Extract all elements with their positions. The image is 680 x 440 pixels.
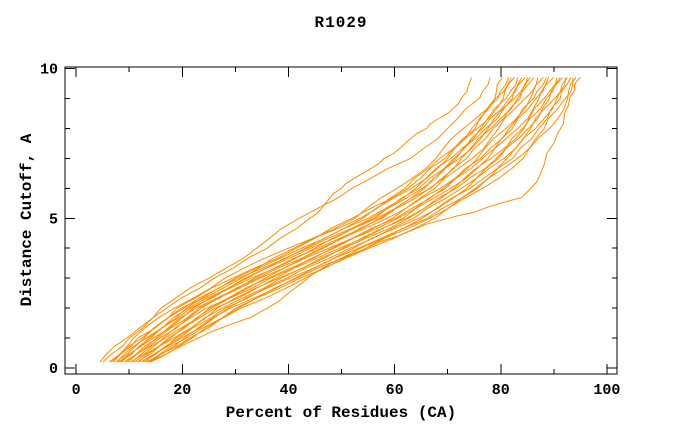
x-tick-label: 0 bbox=[72, 382, 81, 399]
x-tick-label: 80 bbox=[492, 382, 510, 399]
model-curve bbox=[147, 77, 581, 363]
y-tick-label: 0 bbox=[49, 361, 58, 378]
y-tick-label: 5 bbox=[49, 211, 58, 228]
model-curve bbox=[125, 77, 535, 363]
x-tick-label: 60 bbox=[386, 382, 404, 399]
model-curve bbox=[132, 77, 547, 363]
y-tick-label: 10 bbox=[40, 61, 58, 78]
x-tick-label: 100 bbox=[593, 382, 620, 399]
model-curve bbox=[142, 77, 563, 363]
model-curve bbox=[102, 77, 473, 363]
model-curve bbox=[136, 77, 555, 363]
x-axis-label: Percent of Residues (CA) bbox=[225, 404, 457, 422]
model-curve bbox=[123, 77, 531, 363]
model-curve bbox=[112, 77, 512, 363]
model-curve bbox=[144, 77, 566, 363]
model-curve bbox=[130, 77, 544, 363]
chart-title: R1029 bbox=[314, 14, 368, 32]
model-curve bbox=[134, 77, 549, 363]
plot-border bbox=[64, 66, 618, 375]
x-tick-label: 40 bbox=[279, 382, 297, 399]
y-axis-label: Distance Cutoff, A bbox=[18, 133, 36, 307]
model-curve bbox=[146, 77, 568, 363]
model-curve bbox=[150, 77, 577, 363]
model-curve bbox=[121, 77, 528, 363]
model-curve bbox=[118, 77, 523, 363]
model-curve bbox=[117, 77, 519, 363]
model-curve bbox=[108, 77, 503, 363]
model-curve bbox=[140, 77, 561, 363]
x-tick-label: 20 bbox=[173, 382, 191, 399]
model-curve bbox=[115, 77, 515, 363]
model-curve bbox=[119, 77, 526, 363]
model-curve bbox=[127, 77, 539, 363]
model-curve bbox=[138, 77, 558, 363]
